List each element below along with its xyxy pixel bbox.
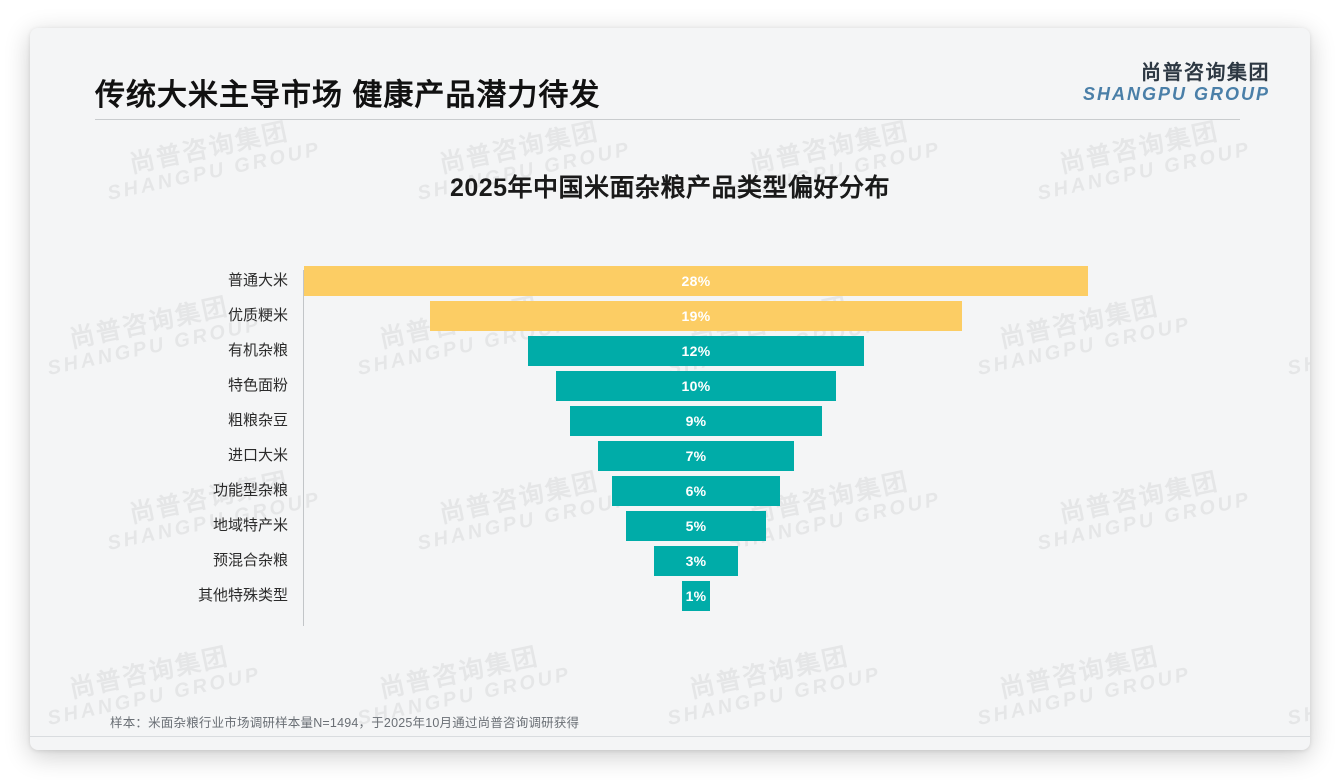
bar-value-label: 19%	[681, 308, 711, 324]
bar-value-label: 1%	[685, 588, 707, 604]
slide-card: 尚普咨询集团 SHANGPU GROUP 尚普咨询集团 SHANGPU GROUP 尚普…	[30, 28, 1310, 750]
watermark-text-cn: 尚普咨询集团	[377, 642, 542, 704]
footer-divider	[30, 736, 1310, 737]
header-divider	[95, 119, 1240, 120]
bar-row: 粗粮杂豆 9%	[30, 406, 1310, 441]
bar-category-label: 优质粳米	[227, 307, 288, 324]
bar-segment[interactable]: 10%	[556, 371, 836, 401]
bar-category-label: 进口大米	[227, 447, 288, 464]
bar-segment[interactable]: 7%	[598, 441, 794, 471]
bar-list: 普通大米 28% 优质粳米 19% 有机杂粮 12% 特色面粉 10% 粗粮杂豆 9% 进口大米 7%…	[30, 266, 1310, 616]
watermark-text-cn: 尚普咨询集团	[67, 642, 232, 704]
bar-value-label: 12%	[681, 343, 711, 359]
bar-category-label: 功能型杂粮	[212, 482, 288, 499]
bar-value-label: 3%	[685, 553, 707, 569]
bar-row: 进口大米 7%	[30, 441, 1310, 476]
bar-category-label: 其他特殊类型	[197, 587, 288, 604]
bar-value-label: 28%	[681, 273, 711, 289]
logo-text-en: SHANGPU GROUP	[1082, 84, 1270, 104]
bar-segment[interactable]: 19%	[430, 301, 962, 331]
bar-category-label: 普通大米	[227, 272, 288, 289]
bar-segment[interactable]: 9%	[570, 406, 822, 436]
footer-copyright: ©2025.12 SHANGPU GROUP	[76, 749, 252, 750]
bar-category-label: 特色面粉	[227, 377, 288, 394]
bar-segment[interactable]: 28%	[304, 266, 1088, 296]
bar-row: 特色面粉 10%	[30, 371, 1310, 406]
bar-category-label: 预混合杂粮	[212, 552, 288, 569]
slide-footer: ©2025.12 SHANGPU GROUP www.shangpu-china…	[30, 737, 1310, 750]
logo-text-cn: 尚普咨询集团	[1141, 62, 1270, 84]
bar-value-label: 10%	[681, 378, 711, 394]
bar-row: 优质粳米 19%	[30, 301, 1310, 336]
bar-category-label: 有机杂粮	[227, 342, 288, 359]
brand-logo: 尚普咨询集团 SHANGPU GROUP	[1083, 62, 1270, 105]
chart-title: 2025年中国米面杂粮产品类型偏好分布	[449, 174, 891, 202]
watermark-text-cn: 尚普咨询集团	[687, 642, 852, 704]
bar-segment[interactable]: 6%	[612, 476, 780, 506]
bar-segment[interactable]: 3%	[654, 546, 738, 576]
bar-row: 普通大米 28%	[30, 266, 1310, 301]
bar-segment[interactable]: 5%	[626, 511, 766, 541]
watermark-text-en: SHANGPU GROUP	[665, 663, 884, 730]
category-axis-line	[303, 270, 304, 626]
bar-row: 功能型杂粮 6%	[30, 476, 1310, 511]
bar-segment[interactable]: 1%	[682, 581, 710, 611]
bar-segment[interactable]: 12%	[528, 336, 864, 366]
bar-value-label: 6%	[685, 483, 707, 499]
watermark-text-cn: 尚普咨询集团	[997, 642, 1162, 704]
watermark-text-cn: 尚普咨询集团	[1307, 642, 1310, 704]
bar-row: 预混合杂粮 3%	[30, 546, 1310, 581]
slide-header: 传统大米主导市场 健康产品潜力待发 尚普咨询集团 SHANGPU GROUP	[30, 28, 1310, 120]
bar-row: 有机杂粮 12%	[30, 336, 1310, 371]
watermark-text-en: SHANGPU GROUP	[1285, 663, 1310, 730]
bar-value-label: 5%	[685, 518, 707, 534]
bar-category-label: 地域特产米	[212, 517, 288, 534]
footer-website: www.shangpu-china.com	[1121, 749, 1264, 750]
bar-category-label: 粗粮杂豆	[227, 412, 288, 429]
sample-footnote: 样本：米面杂粮行业市场调研样本量N=1494，于2025年10月通过尚普咨询调研…	[110, 716, 580, 730]
page-title: 传统大米主导市场 健康产品潜力待发	[95, 79, 601, 112]
bar-row: 其他特殊类型 1%	[30, 581, 1310, 616]
bar-value-label: 9%	[685, 413, 707, 429]
bar-value-label: 7%	[685, 448, 707, 464]
watermark-text-en: SHANGPU GROUP	[975, 663, 1194, 730]
funnel-bar-chart: 普通大米 28% 优质粳米 19% 有机杂粮 12% 特色面粉 10% 粗粮杂豆 9% 进口大米 7%…	[30, 266, 1310, 634]
bar-row: 地域特产米 5%	[30, 511, 1310, 546]
